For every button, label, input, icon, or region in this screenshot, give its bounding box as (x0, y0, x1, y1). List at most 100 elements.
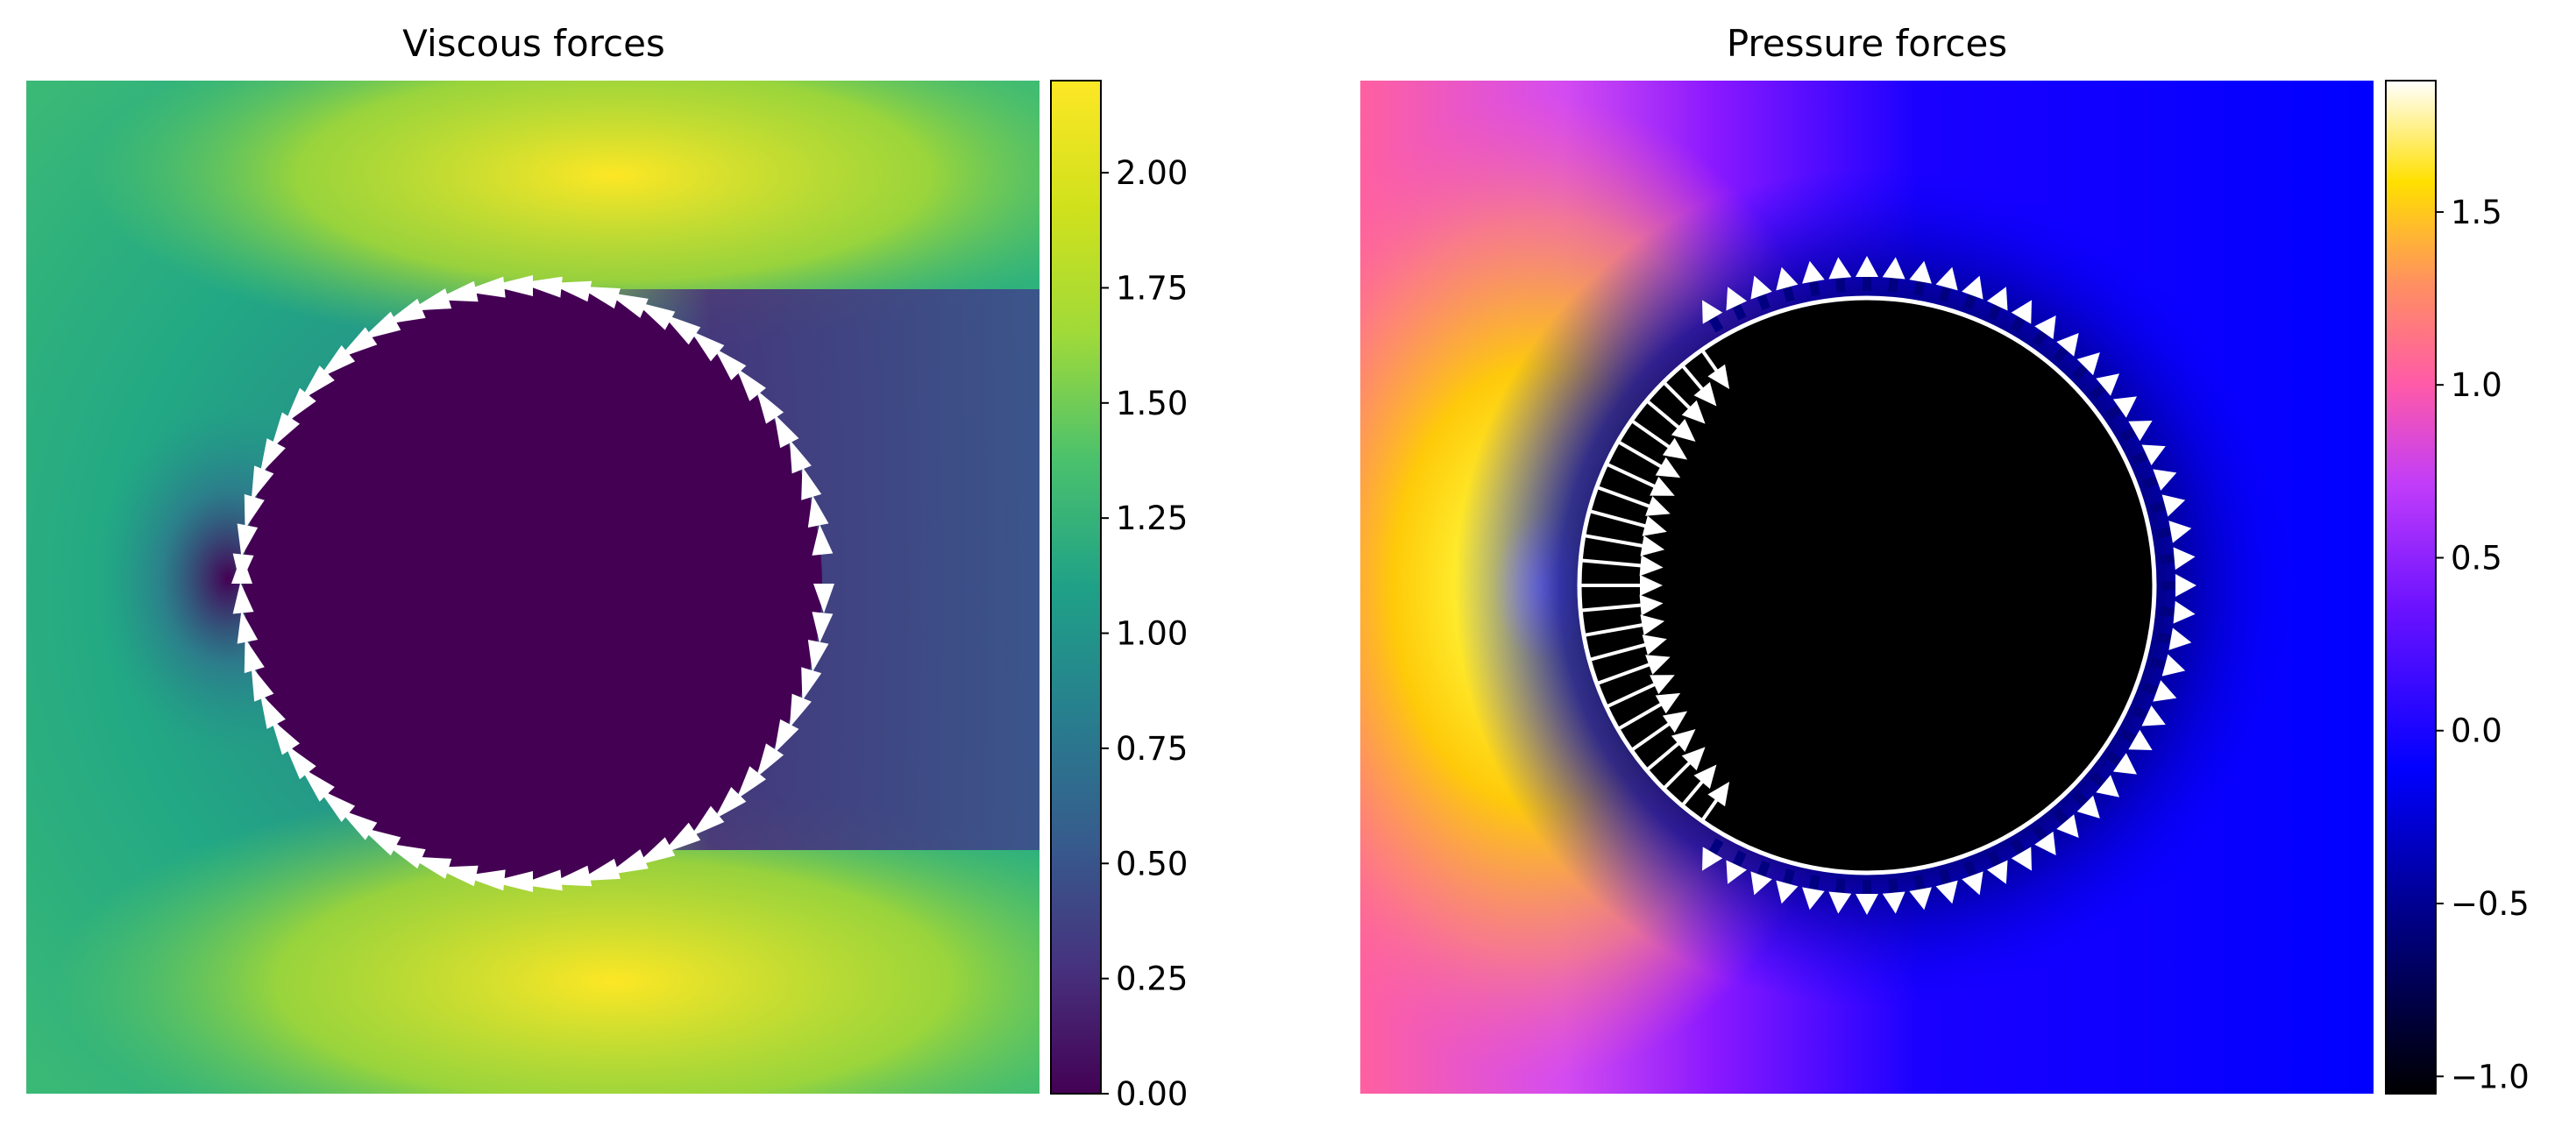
viscous-arrow (271, 412, 301, 449)
viscous-arrow (259, 438, 286, 475)
pressure-arrow-head (1882, 891, 1905, 914)
pressure-arrow-shaft (2156, 527, 2172, 539)
pressure-arrow-shaft (1616, 701, 1665, 731)
viscous-arrow (284, 387, 316, 424)
pressure-arrow-shaft (1580, 603, 1644, 613)
colorbar-tick-label: 0.00 (1116, 1075, 1188, 1113)
pressure-arrow-head (2096, 373, 2120, 396)
viscous-colorbar-gradient (1050, 80, 1102, 1095)
pressure-arrow-head (2128, 729, 2153, 750)
pressure-arrow-head (1707, 364, 1730, 389)
viscous-arrow (318, 789, 356, 823)
viscous-arrow (736, 766, 767, 800)
pressure-arrow-head (1802, 887, 1825, 911)
pressure-arrow-shaft (1680, 364, 1706, 393)
pressure-arrow-head (1671, 729, 1696, 752)
pressure-arrow-head (1645, 655, 1671, 675)
colorbar-tick-label: −0.5 (2451, 885, 2530, 923)
pressure-force-arrows (1579, 256, 2196, 915)
viscous-arrow (634, 837, 676, 867)
viscous-obstacle (244, 287, 822, 880)
pressure-arrow-head (1986, 860, 2008, 884)
viscous-arrow (807, 640, 829, 673)
pressure-arrow-head (2112, 396, 2138, 418)
pressure-arrow-head (2161, 654, 2186, 677)
pressure-arrow-shaft (2142, 475, 2159, 489)
pressure-arrow-head (1642, 634, 1667, 656)
pressure-arrow-head (1642, 515, 1667, 536)
pressure-arrow-head (2112, 753, 2138, 775)
pressure-arrow-shaft (1913, 875, 1926, 890)
pressure-arrow-shaft (2072, 364, 2089, 380)
pressure-arrow-shaft (1835, 878, 1846, 894)
pressure-arrow-head (1750, 275, 1772, 300)
pressure-arrow-head (1662, 711, 1688, 734)
viscous-arrow (807, 494, 829, 528)
pressure-arrow-shaft (2156, 632, 2172, 644)
pressure-arrow-head (1962, 275, 1983, 300)
viscous-arrow (756, 743, 784, 778)
pressure-panel: Pressure forces −1.0 −0.5 0.0 0.5 1.0 1.5 (1360, 22, 2530, 1095)
pressure-arrow-shaft (1963, 861, 1977, 877)
pressure-arrow-shaft (1605, 462, 1658, 490)
colorbar-tick-label: −1.0 (2451, 1058, 2530, 1095)
pressure-arrow-head (1662, 437, 1688, 460)
viscous-arrow (812, 524, 834, 556)
colorbar-tick-label: 1.00 (1116, 615, 1188, 653)
pressure-colorbar-gradient (2385, 80, 2437, 1095)
viscous-high-band-top (88, 81, 1040, 351)
pressure-colorbar: −1.0 −0.5 0.0 0.5 1.0 1.5 (2385, 80, 2530, 1095)
pressure-arrow-shaft (1732, 303, 1747, 321)
pressure-arrow-shaft (2053, 808, 2069, 825)
pressure-arrow-head (1639, 594, 1664, 616)
pressure-arrow-shaft (2119, 728, 2137, 744)
colorbar-tick-label: 1.0 (2451, 366, 2502, 404)
pressure-arrow-shaft (1808, 280, 1820, 296)
pressure-arrow-shaft (1939, 286, 1951, 302)
pressure-arrow-shaft (2160, 606, 2175, 617)
viscous-arrow (232, 582, 254, 614)
viscous-arrow (813, 584, 834, 613)
viscous-arrow (359, 826, 401, 856)
pressure-arrow-head (1882, 257, 1905, 280)
pressure-arrow-shaft (1645, 399, 1682, 431)
pressure-arrow-shaft (1630, 720, 1673, 752)
pressure-arrow-shaft (2090, 383, 2106, 400)
viscous-arrow (713, 787, 747, 819)
viscous-arrow (661, 313, 701, 345)
viscous-arrow (491, 871, 533, 892)
pressure-arrow-head (1828, 891, 1852, 914)
viscous-arrow (383, 298, 426, 325)
pressure-arrow-shaft (1588, 641, 1650, 662)
pressure-arrow-head (2034, 315, 2056, 340)
pressure-arrow-shaft (1756, 861, 1771, 877)
colorbar-tick-label: 0.75 (1116, 730, 1188, 768)
viscous-arrow (300, 767, 335, 802)
pressure-arrow-head (2096, 775, 2120, 797)
pressure-arrow-shaft (1605, 681, 1658, 709)
viscous-arrow (549, 280, 593, 302)
pressure-arrow-head (1693, 381, 1717, 407)
pressure-title: Pressure forces (1727, 22, 2007, 65)
viscous-arrow (337, 808, 378, 840)
pressure-arrow-shaft (1783, 868, 1795, 885)
pressure-arrow-head (1681, 400, 1706, 424)
pressure-arrow-shaft (1939, 868, 1951, 885)
pressure-arrow-shaft (2032, 330, 2047, 347)
viscous-arrow (774, 719, 799, 754)
colorbar-tick-label: 1.75 (1116, 269, 1188, 307)
pressure-arrow-head (1750, 871, 1772, 896)
pressure-arrow-shaft (1680, 778, 1706, 807)
viscous-arrow (519, 276, 563, 298)
viscous-arrow (634, 301, 676, 330)
pressure-arrow-head (1909, 887, 1932, 911)
pressure-arrow-shaft (1662, 380, 1693, 412)
pressure-arrow-head (1702, 847, 1723, 871)
pressure-arrow-head (1935, 880, 1958, 904)
viscous-arrow (789, 693, 812, 728)
pressure-arrow-shaft (1913, 280, 1926, 296)
viscous-arrow (690, 330, 725, 362)
pressure-arrow-shaft (1963, 294, 1977, 310)
viscous-colorbar: 0.00 0.25 0.50 0.75 1.00 1.25 1.50 1.75 2.00 (1050, 80, 1188, 1113)
pressure-arrow-head (1726, 287, 1748, 311)
